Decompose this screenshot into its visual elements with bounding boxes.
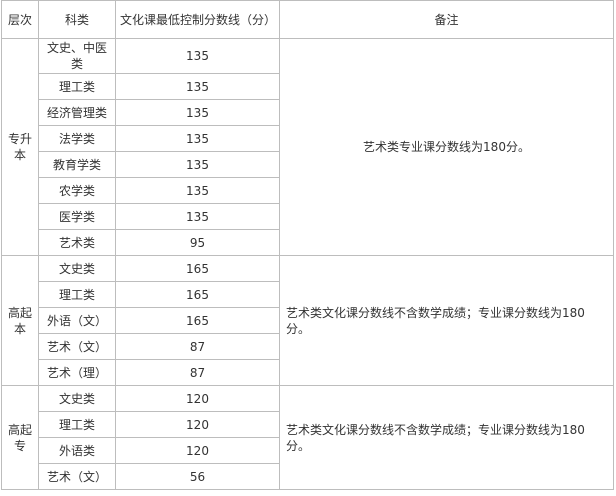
- table-row: 理工类 120: [2, 411, 614, 438]
- table-row: 理工类 135: [2, 73, 614, 100]
- score-cell: 95: [115, 229, 280, 256]
- note-cell: 艺术类文化课分数线不含数学成绩；专业课分数线为180分。: [279, 385, 614, 490]
- table-row: 专升本 文史、中医类 135 艺术类专业课分数线为180分。: [1, 38, 614, 256]
- note-cell: 艺术类文化课分数线不含数学成绩；专业课分数线为180分。: [279, 255, 614, 386]
- score-cell: 120: [115, 385, 280, 412]
- score-cell: 87: [115, 359, 280, 386]
- score-cell: 165: [115, 281, 280, 308]
- category-cell: 艺术（文）: [38, 463, 116, 490]
- score-cell: 165: [115, 255, 280, 282]
- score-cell: 135: [115, 177, 280, 204]
- score-cell: 135: [115, 151, 280, 178]
- category-cell: 文史类: [38, 385, 116, 412]
- header-row: 层次 科类 文化课最低控制分数线（分） 备注: [1, 0, 614, 39]
- table-row: 医学类 135: [2, 203, 614, 230]
- category-cell: 艺术（文）: [38, 333, 116, 360]
- score-cell: 135: [115, 99, 280, 126]
- header-level: 层次: [1, 0, 39, 39]
- category-cell: 外语（文）: [38, 307, 116, 334]
- level-cell: 专升本: [1, 38, 39, 256]
- table-row: 艺术（文） 87: [2, 333, 614, 360]
- category-cell: 经济管理类: [38, 99, 116, 126]
- category-cell: 理工类: [38, 281, 116, 308]
- level-cell: 高起专: [1, 385, 39, 490]
- category-cell: 艺术（理）: [38, 359, 116, 386]
- score-cell: 165: [115, 307, 280, 334]
- table-row: 教育学类 135: [2, 151, 614, 178]
- header-category: 科类: [38, 0, 116, 39]
- category-cell: 文史、中医类: [38, 38, 116, 74]
- score-cell: 135: [115, 125, 280, 152]
- table-row: 外语类 120: [2, 437, 614, 464]
- header-note: 备注: [279, 0, 614, 39]
- category-cell: 法学类: [38, 125, 116, 152]
- score-cell: 135: [115, 203, 280, 230]
- note-cell: 艺术类专业课分数线为180分。: [279, 38, 614, 256]
- score-cell: 56: [115, 463, 280, 490]
- score-cell: 87: [115, 333, 280, 360]
- category-cell: 外语类: [38, 437, 116, 464]
- category-cell: 文史类: [38, 255, 116, 282]
- category-cell: 理工类: [38, 411, 116, 438]
- score-cell: 135: [115, 73, 280, 100]
- category-cell: 艺术类: [38, 229, 116, 256]
- table-row: 艺术（文） 56: [2, 463, 614, 490]
- score-cell: 120: [115, 437, 280, 464]
- table-row: 法学类 135: [2, 125, 614, 152]
- category-cell: 理工类: [38, 73, 116, 100]
- category-cell: 医学类: [38, 203, 116, 230]
- table-row: 理工类 165: [2, 281, 614, 308]
- table-row: 高起本 文史类 165 艺术类文化课分数线不含数学成绩；专业课分数线为180分。: [1, 255, 614, 386]
- header-score: 文化课最低控制分数线（分）: [115, 0, 280, 39]
- level-cell: 高起本: [1, 255, 39, 386]
- table-row: 艺术类 95: [2, 229, 614, 256]
- table-row: 经济管理类 135: [2, 99, 614, 126]
- table-row: 农学类 135: [2, 177, 614, 204]
- table-row: 高起专 文史类 120 艺术类文化课分数线不含数学成绩；专业课分数线为180分。: [1, 385, 614, 490]
- category-cell: 农学类: [38, 177, 116, 204]
- score-cell: 135: [115, 38, 280, 74]
- category-cell: 教育学类: [38, 151, 116, 178]
- score-cell: 120: [115, 411, 280, 438]
